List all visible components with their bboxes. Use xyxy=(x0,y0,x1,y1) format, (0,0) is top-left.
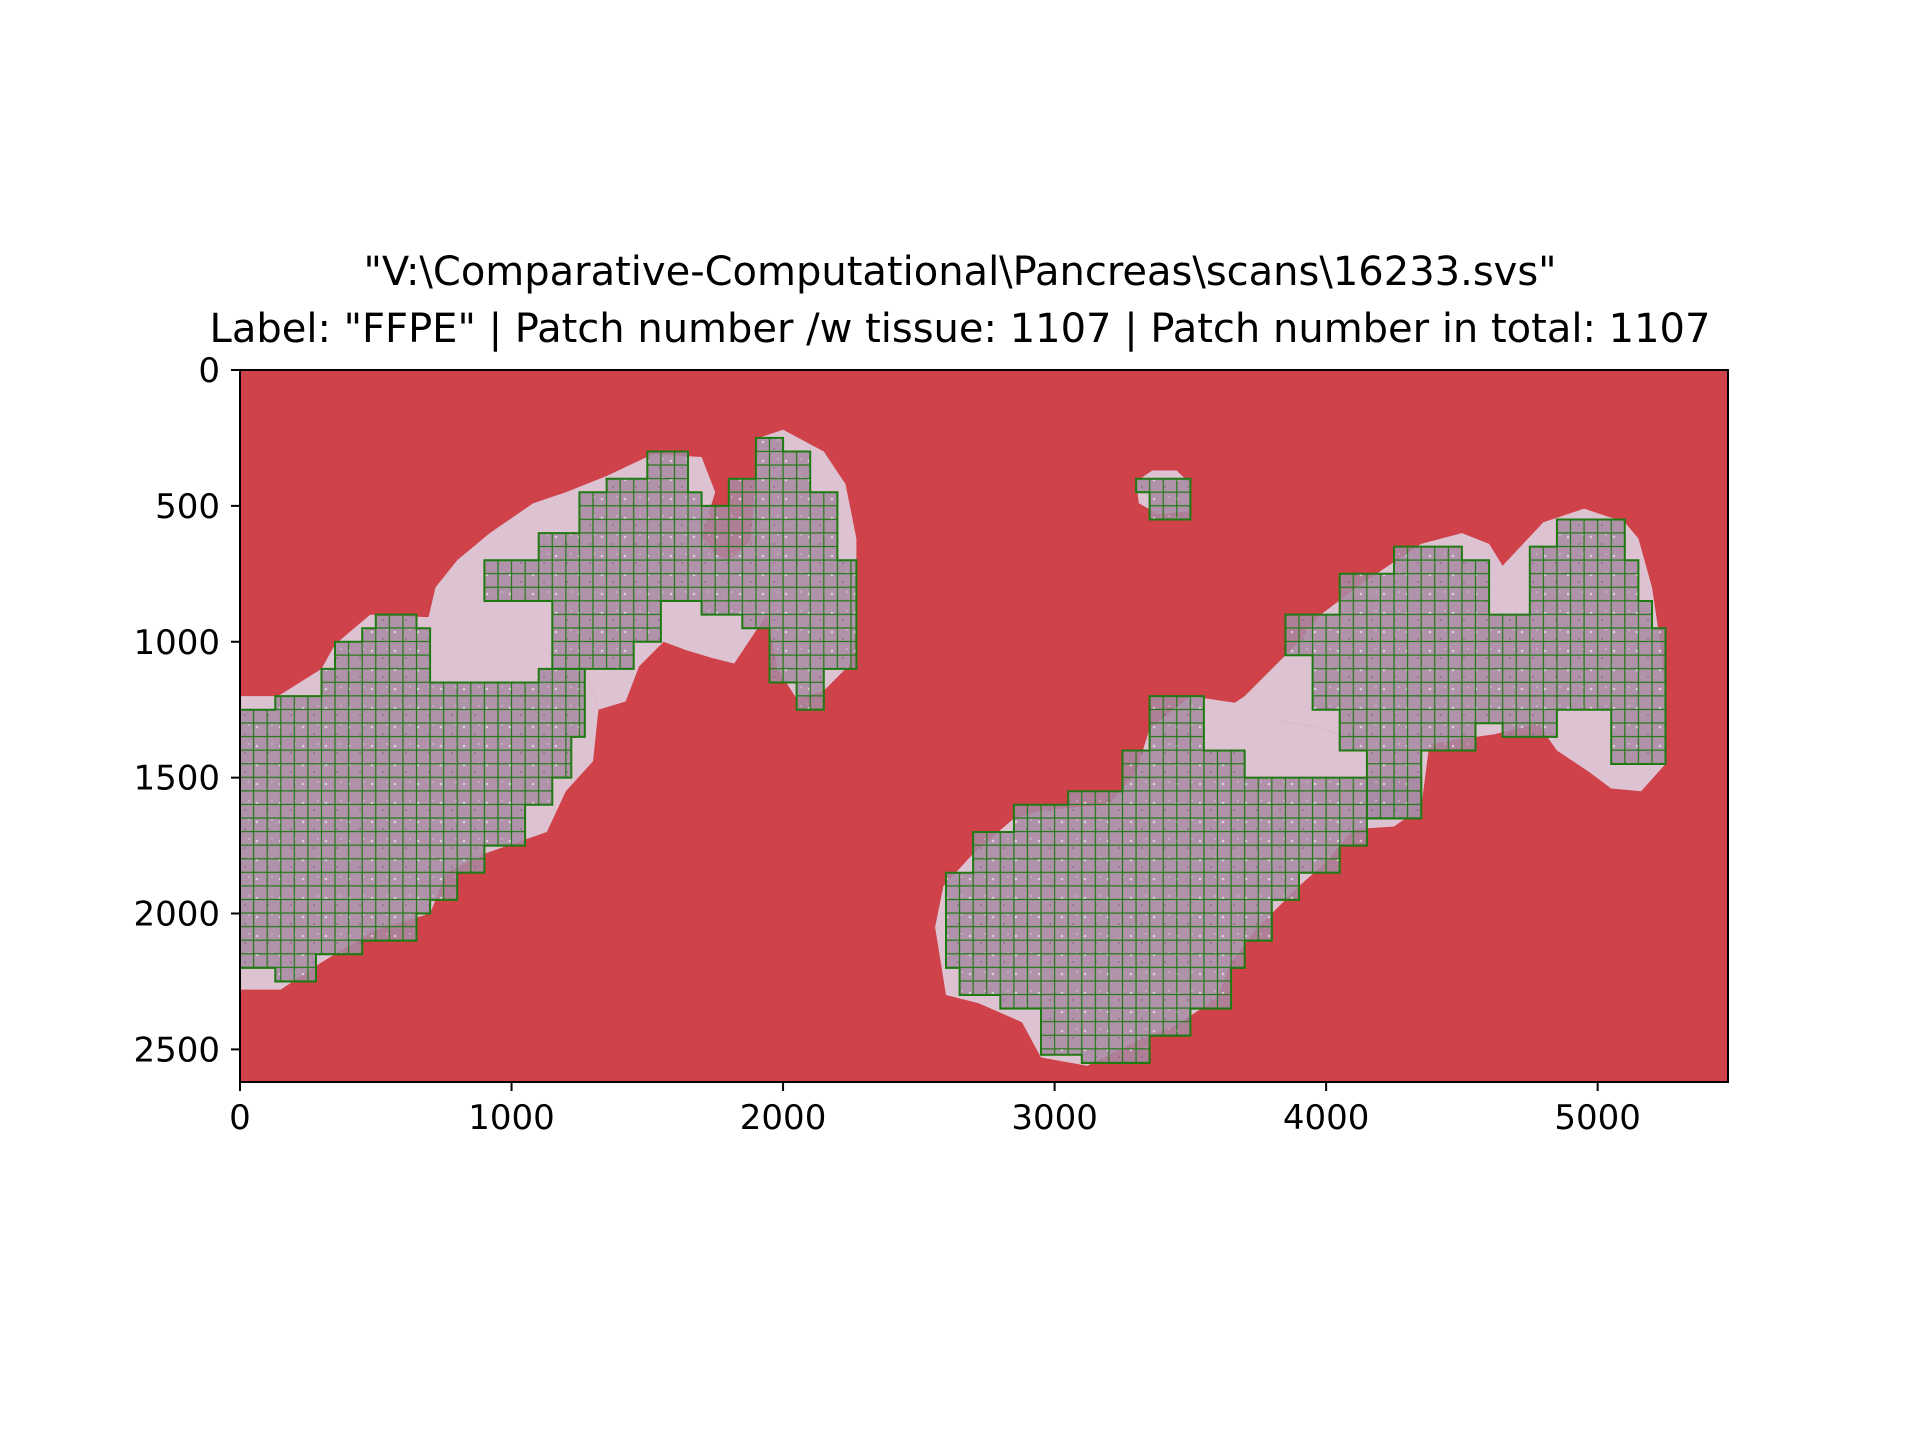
x-tick-label: 5000 xyxy=(1554,1098,1641,1138)
x-axis: 0 1000 2000 3000 4000 5000 xyxy=(229,1082,1641,1138)
patch-region-right-lower-patches xyxy=(945,695,1423,1064)
patch-region-left-lower-patches xyxy=(240,613,586,983)
y-tick-label: 1000 xyxy=(133,623,220,663)
chart-title-line-2: Label: "FFPE" | Patch number /w tissue: … xyxy=(209,306,1711,352)
y-tick-label: 0 xyxy=(198,351,220,391)
y-tick-label: 500 xyxy=(155,487,220,527)
plot-frame xyxy=(239,369,1729,1083)
x-tick-label: 2000 xyxy=(740,1098,827,1138)
patch-region-left-upper-patches xyxy=(483,436,858,711)
x-tick-label: 1000 xyxy=(468,1098,555,1138)
y-tick-label: 2500 xyxy=(133,1030,220,1070)
y-tick-label: 2000 xyxy=(133,895,220,935)
chart-title-line-1: "V:\Comparative-Computational\Pancreas\s… xyxy=(363,249,1557,295)
x-tick-label: 3000 xyxy=(1011,1098,1098,1138)
y-tick-label: 1500 xyxy=(133,759,220,799)
y-axis: 0 500 1000 1500 2000 2500 xyxy=(133,351,240,1070)
patch-region-island-patches xyxy=(1135,477,1192,521)
patch-region-right-upper-patches xyxy=(1284,518,1667,820)
x-tick-label: 4000 xyxy=(1283,1098,1370,1138)
x-tick-label: 0 xyxy=(229,1098,251,1138)
patch-layer xyxy=(240,436,1667,1064)
